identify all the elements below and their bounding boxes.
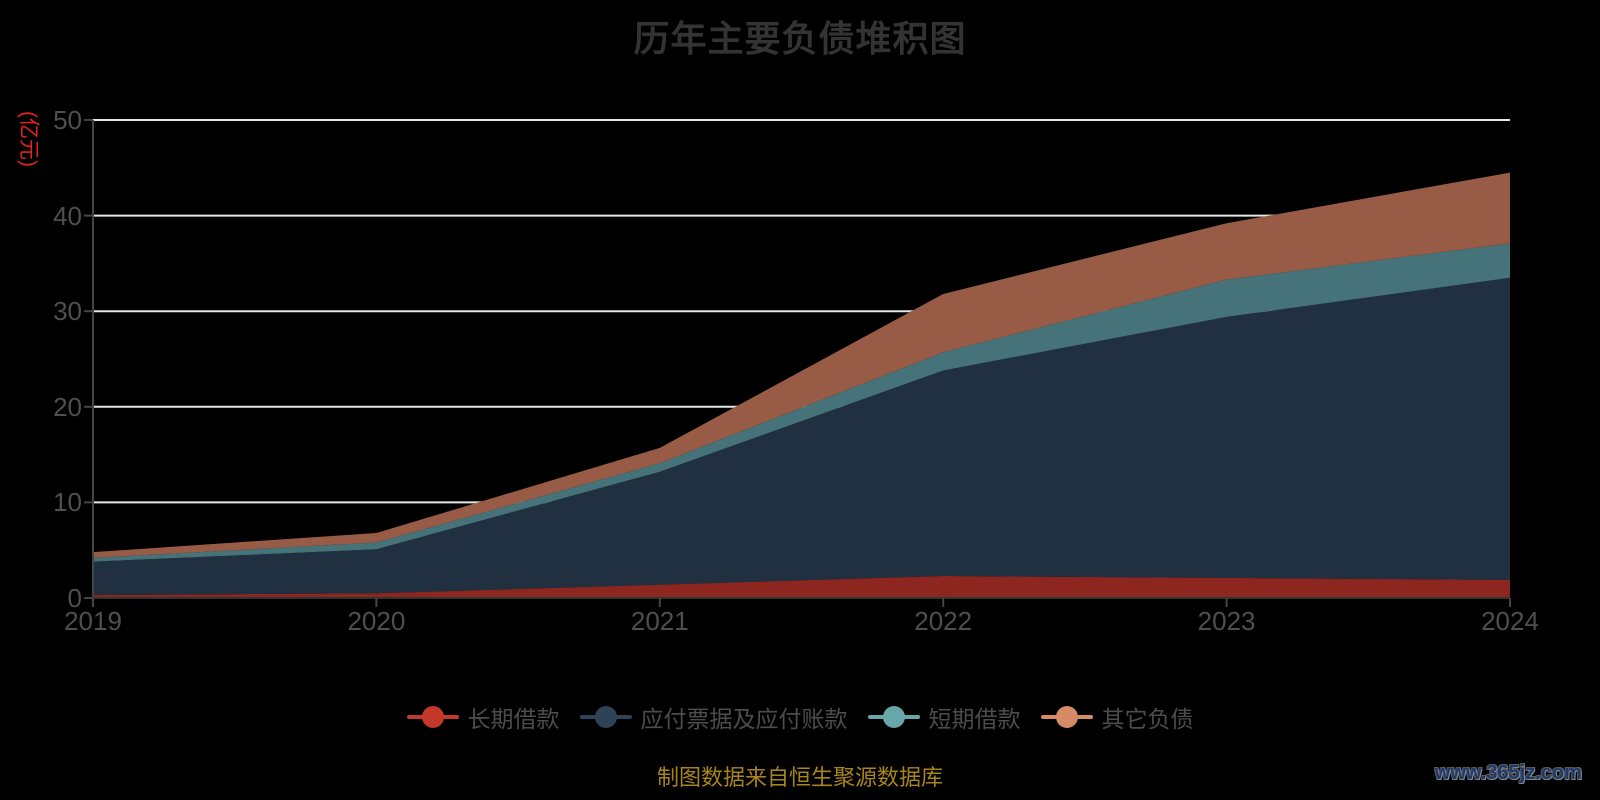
legend: 长期借款 应付票据及应付账款 短期借款 其它负债 — [0, 700, 1600, 734]
legend-marker-icon — [1040, 705, 1093, 729]
y-tick-label-50: 50 — [53, 105, 82, 135]
y-tick-label-10: 10 — [53, 487, 82, 518]
data-source-note: 制图数据来自恒生聚源数据库 — [656, 765, 943, 790]
x-tick-label-2024: 2024 — [1481, 606, 1539, 636]
legend-item-1[interactable]: 应付票据及应付账款 — [579, 700, 848, 734]
legend-label: 长期借款 — [467, 706, 560, 732]
x-tick-label-2019: 2019 — [64, 606, 122, 636]
legend-marker-icon — [406, 705, 459, 729]
chart-title: 历年主要负债堆积图 — [633, 18, 967, 59]
legend-item-3[interactable]: 其它负债 — [1040, 700, 1194, 734]
legend-marker-icon — [579, 705, 632, 729]
x-tick-label-2021: 2021 — [630, 606, 689, 636]
x-tick-label-2022: 2022 — [914, 606, 973, 636]
area-series-1 — [93, 277, 1510, 596]
y-tick-label-30: 30 — [53, 296, 82, 327]
x-tick-label-2020: 2020 — [347, 606, 406, 636]
legend-dot-icon — [594, 706, 617, 728]
watermark-link[interactable]: www.365jz.com — [1434, 762, 1582, 784]
legend-item-2[interactable]: 短期借款 — [867, 700, 1021, 734]
area-series-0 — [93, 576, 1510, 598]
legend-label: 其它负债 — [1101, 706, 1194, 732]
x-tick-label-2023: 2023 — [1197, 606, 1256, 636]
legend-dot-icon — [421, 706, 444, 728]
legend-dot-icon — [882, 706, 905, 728]
legend-label: 应付票据及应付账款 — [640, 706, 848, 732]
y-tick-label-20: 20 — [53, 391, 82, 422]
y-tick-label-40: 40 — [53, 200, 82, 231]
legend-item-0[interactable]: 长期借款 — [406, 700, 560, 734]
legend-dot-icon — [1055, 706, 1078, 728]
legend-label: 短期借款 — [928, 706, 1021, 732]
area-series-2 — [93, 243, 1510, 562]
legend-marker-icon — [867, 705, 920, 729]
area-series-3 — [93, 172, 1510, 558]
y-tick-label-0: 0 — [67, 583, 82, 613]
